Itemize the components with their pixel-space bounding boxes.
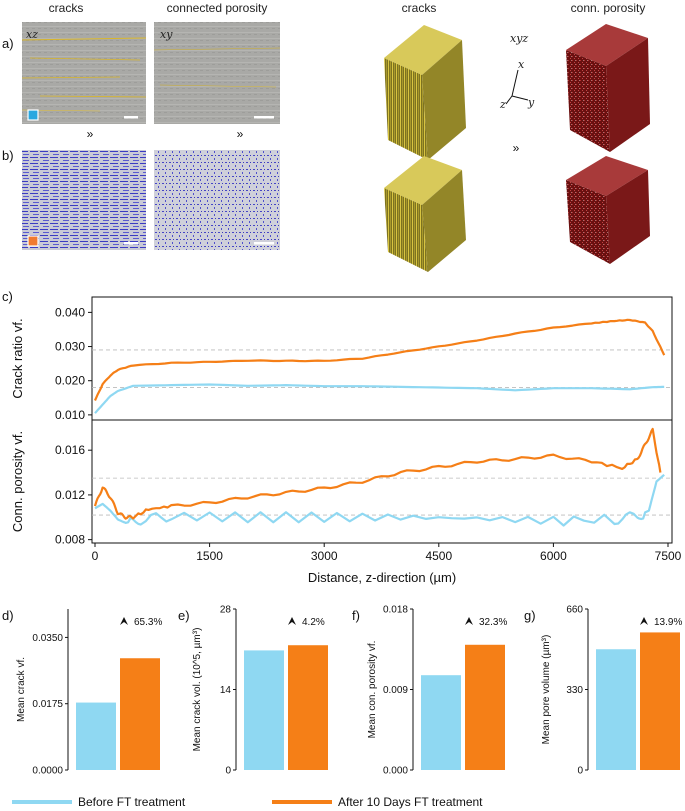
legend-swatch-after: [272, 800, 332, 804]
bar-annotation-d: 65.3%: [134, 617, 162, 628]
y-tick-label-1-2: 0.008: [55, 533, 85, 547]
header-conn-porosity-3d: conn. porosity: [571, 1, 646, 15]
line-charts: 0.040 0.030 0.020 0.010 Crack ratio vf. 0.016…: [10, 296, 682, 585]
series-line-after-1: [93, 427, 662, 520]
series-line-before-1: [94, 473, 665, 527]
header-cracks-2d: cracks: [49, 1, 84, 15]
bar-e-after: [288, 645, 328, 770]
x-tick-label-3: 4500: [425, 549, 452, 563]
bar-y-tick-label-g-0: 660: [566, 605, 583, 616]
x-tick-label-5: 7500: [655, 549, 682, 563]
bar-y-label-e: Mean crack vol. (10^5, µm³): [192, 628, 203, 752]
y-axis-label-1: Conn. porosity vf.: [10, 431, 25, 532]
bar-f-before: [421, 675, 461, 770]
bar-y-tick-label-e-2: 0: [225, 766, 231, 777]
bar-g-before: [596, 649, 636, 770]
y-tick-label-0-1: 0.030: [55, 340, 85, 354]
panel-label-c: c): [2, 289, 13, 304]
y-tick-label-0-3: 0.010: [55, 408, 85, 422]
svg-text:x: x: [518, 58, 525, 71]
x-tick-label-4: 6000: [540, 549, 567, 563]
slice-xy-porosity: xy: [153, 22, 281, 124]
increase-arrow-icon: [288, 617, 296, 625]
panel-label-g: g): [524, 608, 536, 623]
panel-label-d: d): [2, 608, 14, 623]
svg-text:»: »: [513, 141, 520, 155]
series-line-before-0: [94, 383, 665, 414]
plot-frame-1: [91, 419, 673, 544]
bar-y-tick-label-e-0: 28: [220, 605, 232, 616]
bar-d-before: [76, 702, 116, 770]
bar-y-tick-label-d-0: 0.0350: [32, 633, 63, 644]
axes-triad-icon: x y z: [499, 58, 535, 111]
legend-swatch-before: [12, 800, 72, 804]
svg-text:z: z: [499, 98, 506, 111]
y-tick-label-1-0: 0.016: [55, 443, 85, 457]
x-axis-label: Distance, z-direction (µm): [308, 570, 456, 585]
series-line-after-0: [93, 318, 666, 401]
increase-arrow-icon: [120, 617, 128, 625]
increase-arrow-icon: [465, 617, 473, 625]
bar-y-tick-label-f-1: 0.009: [383, 685, 408, 696]
slice-xz-cracks: xz: [21, 22, 147, 124]
bar-y-tick-label-g-1: 330: [566, 685, 583, 696]
bar-y-tick-label-e-1: 14: [220, 685, 232, 696]
bar-y-tick-label-g-2: 0: [577, 766, 583, 777]
slice-xz-cracks-after: [22, 150, 146, 250]
legend: Before FT treatment After 10 Days FT tre…: [12, 795, 483, 809]
porosity-volume-before: [566, 24, 650, 152]
bar-annotation-g: 13.9%: [654, 617, 682, 628]
bar-y-tick-label-d-1: 0.0175: [32, 699, 63, 710]
legend-label-after: After 10 Days FT treatment: [338, 795, 483, 809]
label-xyz: xyz: [510, 32, 528, 45]
cracks-volume-after: [384, 156, 466, 272]
slice-xy-porosity-after: [154, 150, 280, 250]
bar-y-label-f: Mean con. porosity vf.: [367, 641, 378, 739]
y-tick-label-0-0: 0.040: [55, 305, 85, 319]
increase-arrow-icon: [640, 617, 648, 625]
label-xy: xy: [160, 28, 173, 41]
header-cracks-3d: cracks: [402, 1, 437, 15]
y-tick-label-0-2: 0.020: [55, 374, 85, 388]
bar-y-tick-label-f-2: 0.000: [383, 766, 408, 777]
bar-y-tick-label-d-2: 0.0000: [32, 766, 63, 777]
cracks-volume-before: [384, 25, 466, 160]
panel-label-e: e): [178, 608, 190, 623]
plot-frame-0: [91, 296, 673, 421]
label-xz: xz: [26, 28, 38, 41]
legend-label-before: Before FT treatment: [78, 795, 186, 809]
x-tick-label-0: 0: [92, 549, 99, 563]
svg-text:»: »: [237, 127, 244, 141]
y-tick-label-1-1: 0.012: [55, 488, 85, 502]
y-axis-label-0: Crack ratio vf.: [10, 318, 25, 398]
svg-text:»: »: [87, 127, 94, 141]
porosity-volume-after: [566, 156, 650, 264]
bar-annotation-e: 4.2%: [302, 617, 325, 628]
bar-y-label-d: Mean crack vf.: [16, 657, 27, 722]
bar-d-after: [120, 658, 160, 770]
bar-annotation-f: 32.3%: [479, 617, 507, 628]
panel-label-a: a): [2, 36, 14, 51]
bar-g-after: [640, 632, 680, 770]
bar-y-label-g: Mean pore volume (µm³): [541, 635, 552, 745]
bar-e-before: [244, 650, 284, 770]
svg-text:y: y: [527, 96, 535, 109]
header-connected-porosity-2d: connected porosity: [167, 1, 268, 15]
x-tick-label-2: 3000: [311, 549, 338, 563]
bar-y-tick-label-f-0: 0.018: [383, 605, 408, 616]
x-tick-label-1: 1500: [196, 549, 223, 563]
panel-label-b: b): [2, 148, 14, 163]
bar-f-after: [465, 644, 505, 770]
panel-label-f: f): [352, 608, 360, 623]
